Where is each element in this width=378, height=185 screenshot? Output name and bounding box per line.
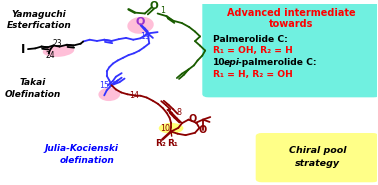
Text: Advanced intermediate: Advanced intermediate bbox=[226, 9, 355, 18]
Ellipse shape bbox=[98, 88, 120, 101]
Text: -palmerolide C:: -palmerolide C: bbox=[238, 58, 316, 67]
Ellipse shape bbox=[43, 45, 74, 57]
Text: Olefination: Olefination bbox=[4, 90, 60, 99]
Text: olefination: olefination bbox=[59, 156, 114, 165]
Text: epi: epi bbox=[224, 58, 240, 67]
Text: I: I bbox=[21, 43, 25, 56]
Ellipse shape bbox=[127, 17, 154, 34]
Text: Julia-Kocienski: Julia-Kocienski bbox=[44, 144, 118, 153]
Text: Chiral pool: Chiral pool bbox=[289, 146, 346, 155]
Text: O: O bbox=[189, 114, 197, 124]
FancyBboxPatch shape bbox=[256, 134, 378, 182]
Text: R₁ = H, R₂ = OH: R₁ = H, R₂ = OH bbox=[213, 70, 293, 79]
Text: Yamaguchi: Yamaguchi bbox=[11, 10, 66, 19]
Ellipse shape bbox=[159, 123, 183, 134]
Text: 14: 14 bbox=[129, 91, 139, 100]
Text: O: O bbox=[199, 125, 207, 135]
Text: O: O bbox=[136, 17, 145, 27]
Text: 10: 10 bbox=[160, 124, 170, 133]
Text: 15: 15 bbox=[99, 81, 109, 90]
Text: Takai: Takai bbox=[19, 78, 45, 87]
Text: 1: 1 bbox=[161, 6, 166, 15]
Text: Esterfication: Esterfication bbox=[6, 21, 71, 30]
Text: R₁ = OH, R₂ = H: R₁ = OH, R₂ = H bbox=[213, 46, 293, 55]
Text: 10-: 10- bbox=[213, 58, 229, 67]
Text: Palmerolide C:: Palmerolide C: bbox=[213, 35, 288, 44]
Text: 23: 23 bbox=[52, 39, 62, 48]
Text: R₂: R₂ bbox=[155, 139, 166, 148]
Text: towards: towards bbox=[269, 19, 313, 29]
Text: 8: 8 bbox=[177, 108, 182, 117]
FancyBboxPatch shape bbox=[203, 2, 378, 97]
Text: strategy: strategy bbox=[295, 159, 340, 168]
Text: O: O bbox=[150, 1, 158, 11]
Text: 24: 24 bbox=[46, 51, 55, 60]
Text: 19: 19 bbox=[141, 32, 151, 41]
Text: R₁: R₁ bbox=[167, 139, 178, 148]
